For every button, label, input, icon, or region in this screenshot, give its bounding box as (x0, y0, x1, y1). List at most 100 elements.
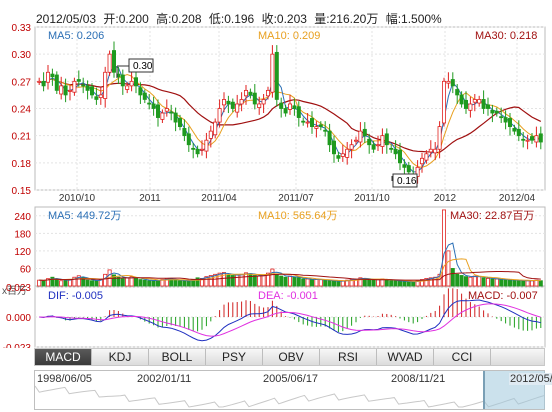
candle-body (292, 105, 297, 109)
volume-bar (415, 280, 420, 287)
candle-body (534, 135, 539, 143)
volume-bar (477, 276, 482, 287)
volume-bar (371, 279, 376, 287)
macd-value-label: MACD: -0.007 (468, 290, 538, 302)
volume-bar (204, 276, 209, 287)
volume-y-tick: 120 (14, 247, 31, 258)
volume-bar (230, 275, 235, 287)
volume-bar (358, 277, 363, 287)
price-x-tick: 2011/10 (354, 193, 390, 204)
volume-bar (257, 275, 262, 287)
tab-kdj[interactable]: KDJ (92, 349, 149, 365)
volume-bar (292, 276, 297, 287)
candle-body (107, 53, 112, 73)
tab-psy[interactable]: PSY (206, 349, 263, 365)
macd-lines (39, 299, 541, 342)
tab-macd[interactable]: MACD (35, 349, 92, 365)
candle-body (239, 99, 244, 105)
price-y-tick: 0.30 (12, 50, 32, 61)
candle-body (41, 80, 46, 87)
candle-body (353, 139, 358, 142)
candle-body (37, 80, 42, 83)
volume-bar (468, 276, 473, 287)
candle-body (349, 144, 354, 150)
volume-bar (213, 273, 218, 287)
price-ma5-label: MA5: 0.206 (48, 30, 104, 42)
quote-header: 2012/05/03 开:0.200 高:0.208 低:0.196 收:0.2… (36, 10, 546, 26)
candle-body (90, 86, 95, 96)
candle-body (270, 53, 275, 93)
high-marker-label: 0.30 (133, 61, 153, 72)
volume-bar (309, 279, 314, 287)
volume-bar (402, 280, 407, 287)
volume-bar (336, 280, 341, 287)
candle-body (309, 118, 314, 128)
candle-body (503, 117, 508, 123)
volume-unit-label: x百万 (2, 285, 27, 297)
price-x-tick: 2011/04 (201, 193, 237, 204)
volume-bar (538, 280, 543, 287)
volume-bar (85, 279, 90, 287)
volume-bar (490, 278, 495, 287)
change-value: 1.500% (401, 12, 442, 26)
macd-y-ticks: 0.023 0.000 -0.023 (3, 283, 32, 348)
candle-body (525, 139, 530, 142)
volume-bar (243, 272, 248, 287)
candle-body (125, 85, 130, 90)
candle-body (441, 80, 446, 124)
candle-body (177, 118, 182, 128)
volume-bar (120, 278, 125, 287)
tab-wvad[interactable]: WVAD (377, 349, 434, 365)
candle-body (371, 144, 376, 150)
candle-body (463, 99, 468, 109)
candle-body (468, 103, 473, 111)
volume-bar (221, 272, 226, 287)
candle-body (402, 164, 407, 168)
volume-bar (160, 279, 165, 287)
volume-bar (274, 273, 279, 287)
candle-body (129, 80, 134, 87)
candle-body (208, 130, 213, 139)
volume-ma5-path (39, 242, 541, 283)
candle-body (358, 130, 363, 143)
volume-bar (177, 280, 182, 287)
candle-body (261, 99, 266, 105)
volume-value: 216.20万 (329, 12, 379, 26)
candle-body (367, 138, 372, 146)
volume-label: 量: (314, 12, 330, 26)
candle-body (59, 85, 64, 95)
volume-bar (433, 276, 438, 287)
volume-bar (195, 277, 200, 287)
low-marker-box (392, 173, 418, 188)
candle-body (169, 111, 174, 114)
tab-cci[interactable]: CCI (434, 349, 491, 365)
time-navigator[interactable]: 1998/06/05 2002/01/11 2005/06/17 2008/11… (34, 370, 552, 410)
volume-bar (147, 280, 152, 287)
candle-body (155, 104, 160, 118)
volume-bar (112, 274, 117, 287)
candle-body (362, 128, 367, 137)
candle-body (103, 71, 108, 99)
candle-body (138, 87, 143, 96)
volume-bar (301, 278, 306, 287)
stock-chart[interactable]: 0.33 0.30 0.27 0.24 0.21 0.18 0.15 2010/10 2011… (0, 0, 552, 348)
volume-bar (133, 277, 138, 287)
open-value: 0.200 (118, 12, 149, 26)
tab-rsi[interactable]: RSI (320, 349, 377, 365)
candle-body (112, 50, 117, 73)
volume-bar (345, 279, 350, 287)
price-ma10-label: MA10: 0.209 (258, 30, 320, 42)
tab-obv[interactable]: OBV (263, 349, 320, 365)
candle-body (68, 89, 73, 92)
candle-body (213, 121, 218, 136)
volume-bar (446, 250, 451, 287)
nav-date-3: 2005/06/17 (263, 373, 319, 385)
tab-boll[interactable]: BOLL (149, 349, 206, 365)
candle-body (301, 120, 306, 123)
candle-body (512, 128, 517, 132)
high-label: 高: (156, 12, 172, 26)
candle-body (221, 99, 226, 106)
candle-body (472, 99, 477, 103)
price-x-tick: 2011/07 (278, 193, 314, 204)
open-label: 开: (103, 12, 119, 26)
